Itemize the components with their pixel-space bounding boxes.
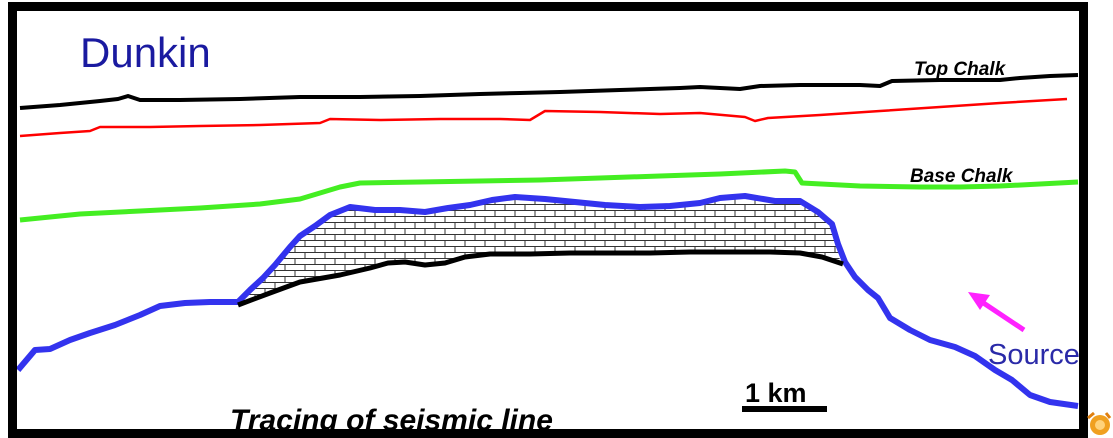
top-chalk-label: Top Chalk: [914, 59, 1007, 80]
base-chalk-label: Base Chalk: [910, 166, 1014, 187]
source-label: Source: [988, 339, 1080, 371]
scale-bar-label: 1 km: [745, 378, 807, 408]
source-arrow: [968, 292, 1024, 330]
carbonate-buildup: [238, 196, 840, 302]
title-label: Dunkin: [80, 29, 211, 76]
sun-logo-icon: [1088, 413, 1110, 435]
red-horizon: [20, 99, 1067, 136]
